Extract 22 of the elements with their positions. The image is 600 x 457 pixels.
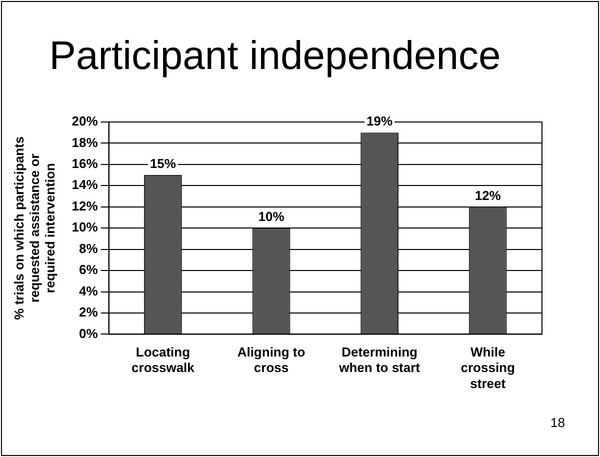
x-tick-label: Aligning to cross xyxy=(237,344,306,376)
text: 18 xyxy=(550,415,565,430)
chart-title: Participant independence xyxy=(49,34,501,78)
x-tick-label: While crossing street xyxy=(460,344,515,391)
y-axis-title: % trials on which participants requested assistance or required intervention xyxy=(11,136,58,320)
x-tick-label: Locating crosswalk xyxy=(132,344,196,376)
data-label: 10% xyxy=(258,209,285,224)
y-tick-label: 18% xyxy=(72,134,98,150)
y-tick-label: 12% xyxy=(72,198,98,214)
y-tick-label: 4% xyxy=(79,283,98,298)
y-tick-label: 10% xyxy=(72,220,98,235)
data-label: 12% xyxy=(474,188,502,203)
y-tick-label: 6% xyxy=(79,262,98,278)
y-tick-label: 14% xyxy=(72,177,98,192)
y-tick-label: 20% xyxy=(72,114,98,129)
y-tick-label: 16% xyxy=(72,156,98,172)
data-label: 19% xyxy=(366,114,393,129)
y-tick-label: 2% xyxy=(79,304,98,320)
y-tick-label: 0% xyxy=(79,326,98,341)
x-tick-label: Determining when to start xyxy=(338,344,421,376)
data-label: 15% xyxy=(150,156,176,172)
y-tick-label: 8% xyxy=(79,240,98,256)
